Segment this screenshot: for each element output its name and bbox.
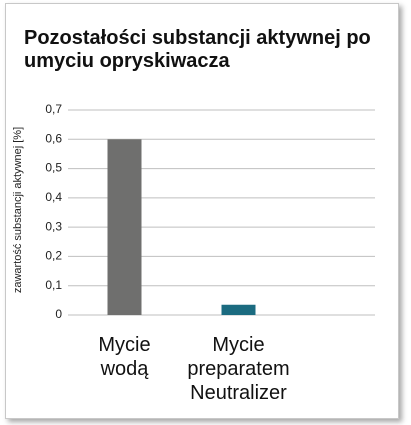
x-tick-label: Mycie preparatem Neutralizer [187, 334, 290, 404]
y-tick-label: 0,7 [45, 102, 62, 116]
y-tick-label: 0,6 [45, 131, 62, 145]
y-tick-label: 0,1 [45, 278, 62, 292]
y-tick-label: 0,4 [45, 190, 62, 204]
bar [107, 139, 142, 315]
y-tick-label: 0,3 [45, 219, 62, 233]
y-axis-label: zawartość substancji aktywnej [%] [12, 127, 24, 293]
y-tick-label: 0,2 [45, 249, 62, 263]
y-tick-label: 0,5 [45, 161, 62, 175]
bar [221, 304, 256, 315]
chart-title: Pozostałości substancji aktywnej po umyc… [24, 27, 371, 72]
chart-card [5, 3, 399, 419]
x-tick-label: Mycie wodą [98, 334, 151, 380]
y-tick-label: 0 [55, 307, 62, 321]
